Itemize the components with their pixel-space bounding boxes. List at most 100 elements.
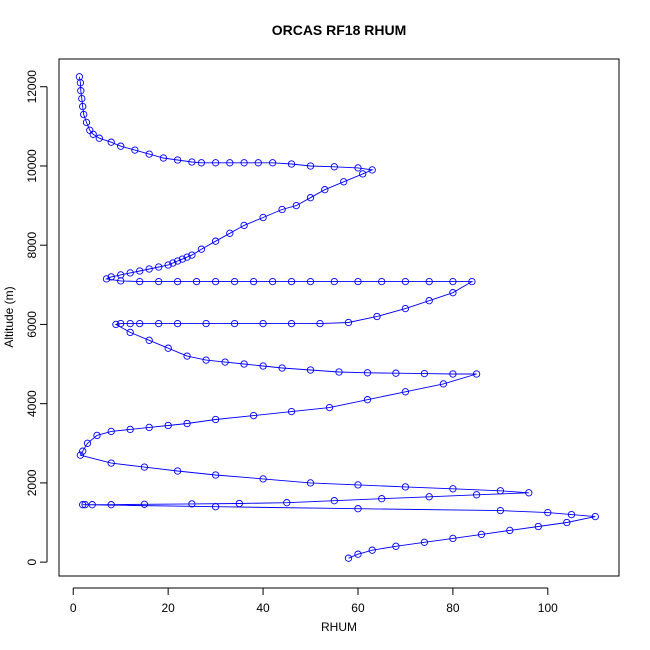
data-point	[363, 396, 372, 404]
data-point	[363, 369, 372, 377]
data-point	[439, 380, 448, 388]
data-point	[259, 362, 267, 370]
data-points	[75, 73, 599, 562]
data-point	[83, 439, 92, 447]
data-point	[126, 425, 134, 434]
data-point	[477, 530, 486, 539]
data-point	[306, 194, 315, 202]
data-point	[136, 267, 144, 275]
y-tick-label: 2000	[25, 469, 39, 496]
data-point	[259, 475, 267, 483]
data-point	[425, 493, 433, 501]
data-point	[287, 319, 296, 328]
data-point	[591, 512, 599, 521]
data-point	[211, 159, 220, 167]
data-point	[226, 229, 234, 237]
data-point	[278, 205, 286, 214]
data-point	[468, 277, 476, 286]
data-point	[107, 273, 115, 281]
data-point	[292, 201, 300, 210]
data-point	[472, 370, 481, 378]
data-point	[354, 505, 362, 513]
data-point	[126, 269, 134, 277]
data-point	[197, 245, 206, 253]
data-point	[525, 489, 533, 497]
y-tick-label: 12000	[25, 70, 39, 104]
x-tick-label: 60	[351, 601, 365, 615]
data-point	[155, 277, 163, 286]
data-point	[169, 259, 177, 267]
data-point	[330, 163, 338, 171]
data-point	[354, 164, 362, 172]
data-point	[192, 277, 201, 286]
data-point	[136, 277, 144, 286]
data-point	[401, 277, 410, 286]
data-point	[202, 356, 210, 364]
data-point	[131, 146, 139, 154]
data-point	[425, 297, 433, 305]
data-point	[230, 319, 239, 328]
data-point	[145, 150, 153, 158]
data-point	[183, 253, 191, 261]
data-point	[240, 360, 248, 368]
data-point	[420, 538, 429, 546]
data-point	[95, 134, 103, 142]
x-tick-label: 40	[256, 601, 270, 615]
data-point	[164, 421, 172, 430]
x-axis: 0 20 40 60 80 100	[70, 587, 558, 615]
data-point	[226, 159, 234, 167]
data-point	[240, 159, 248, 167]
data-point	[76, 451, 85, 459]
data-point	[164, 261, 172, 269]
data-point	[268, 277, 277, 286]
data-point	[496, 487, 505, 495]
data-point	[107, 138, 115, 146]
data-point	[188, 251, 196, 259]
data-point	[368, 546, 376, 554]
data-point	[563, 518, 571, 527]
plot-frame	[58, 58, 620, 577]
data-point	[378, 495, 386, 503]
y-tick-label: 6000	[25, 311, 39, 338]
data-point	[344, 318, 353, 327]
data-point	[401, 483, 410, 491]
data-point	[306, 277, 315, 286]
data-point	[496, 506, 505, 515]
data-point	[321, 186, 329, 194]
data-point	[373, 312, 381, 321]
data-point	[354, 277, 362, 286]
data-point	[89, 130, 97, 138]
y-tick-label: 10000	[25, 149, 39, 183]
data-point	[155, 319, 163, 328]
y-tick-label: 8000	[25, 232, 39, 259]
data-point	[197, 159, 206, 167]
data-point	[230, 277, 239, 286]
y-tick-label: 4000	[25, 390, 39, 417]
data-point	[145, 423, 153, 432]
data-point	[173, 277, 182, 286]
chart-title: ORCAS RF18 RHUM	[272, 22, 407, 38]
data-point	[287, 277, 296, 286]
y-tick-label: 0	[25, 558, 39, 565]
data-point	[76, 79, 85, 87]
data-point	[88, 501, 96, 509]
data-point	[449, 277, 457, 286]
data-point	[79, 501, 87, 509]
data-point	[401, 304, 410, 313]
data-point	[79, 447, 87, 455]
data-point	[183, 352, 191, 360]
data-point	[173, 257, 182, 265]
data-point	[93, 431, 101, 440]
data-point	[249, 411, 258, 420]
data-point	[330, 277, 338, 286]
x-tick-label: 100	[538, 601, 558, 615]
data-point	[211, 503, 220, 511]
x-tick-label: 80	[446, 601, 460, 615]
data-point	[79, 102, 87, 111]
data-point	[145, 336, 153, 344]
data-point	[211, 237, 220, 245]
data-point	[534, 522, 542, 531]
data-point	[325, 403, 334, 412]
data-point	[240, 221, 248, 230]
